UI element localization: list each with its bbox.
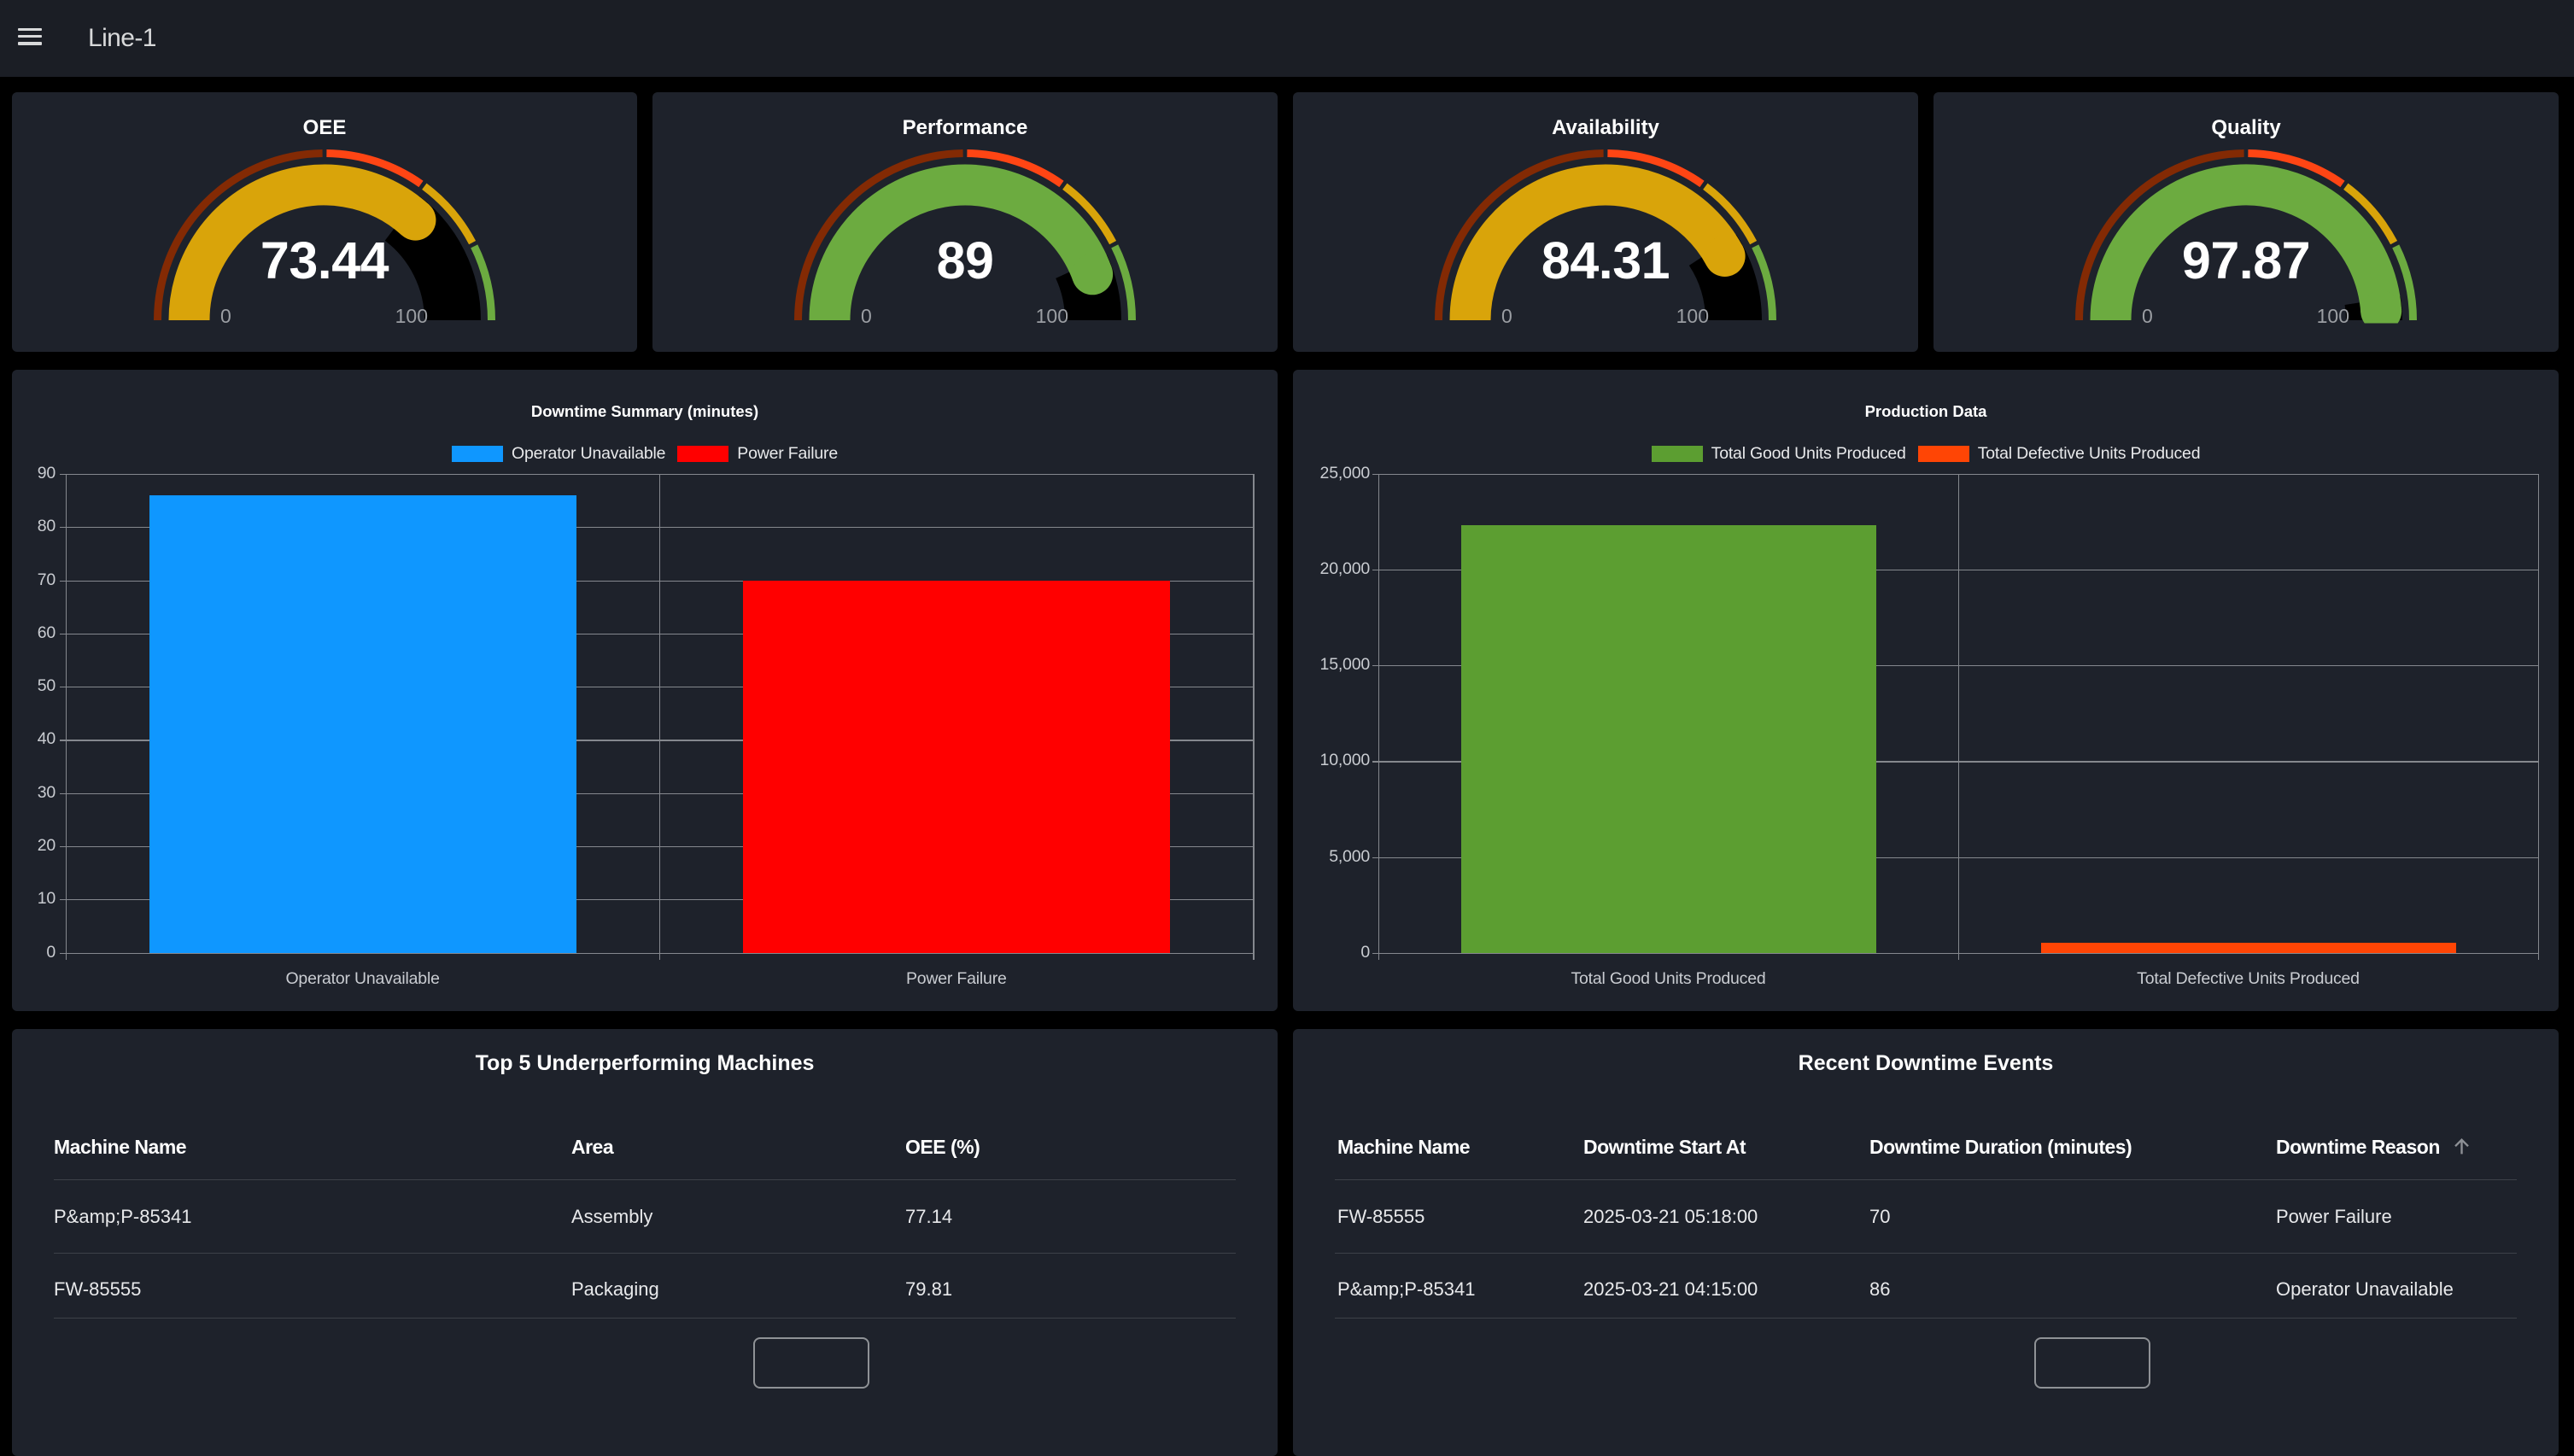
svg-text:100: 100 [1036,305,1068,327]
svg-text:100: 100 [2317,305,2349,327]
svg-text:100: 100 [1676,305,1709,327]
svg-text:0: 0 [1501,305,1512,327]
svg-text:89: 89 [937,231,994,289]
svg-text:Quality: Quality [2211,116,2281,139]
svg-text:100: 100 [395,305,428,327]
svg-text:Performance: Performance [903,116,1028,139]
svg-text:97.87: 97.87 [2182,231,2310,289]
svg-text:OEE: OEE [303,116,347,139]
svg-text:Availability: Availability [1552,116,1659,139]
svg-text:84.31: 84.31 [1541,231,1670,289]
svg-text:0: 0 [861,305,872,327]
svg-text:0: 0 [2142,305,2153,327]
svg-text:0: 0 [220,305,231,327]
svg-text:73.44: 73.44 [260,231,389,289]
